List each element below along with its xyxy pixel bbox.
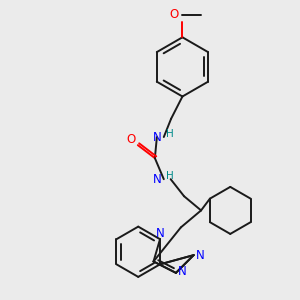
Text: N: N [196, 249, 205, 262]
Text: N: N [156, 227, 164, 240]
Text: N: N [152, 173, 161, 186]
Text: O: O [126, 133, 135, 146]
Text: O: O [169, 8, 178, 21]
Text: N: N [178, 265, 187, 278]
Text: N: N [152, 130, 161, 143]
Text: H: H [166, 171, 174, 181]
Text: H: H [166, 129, 174, 139]
